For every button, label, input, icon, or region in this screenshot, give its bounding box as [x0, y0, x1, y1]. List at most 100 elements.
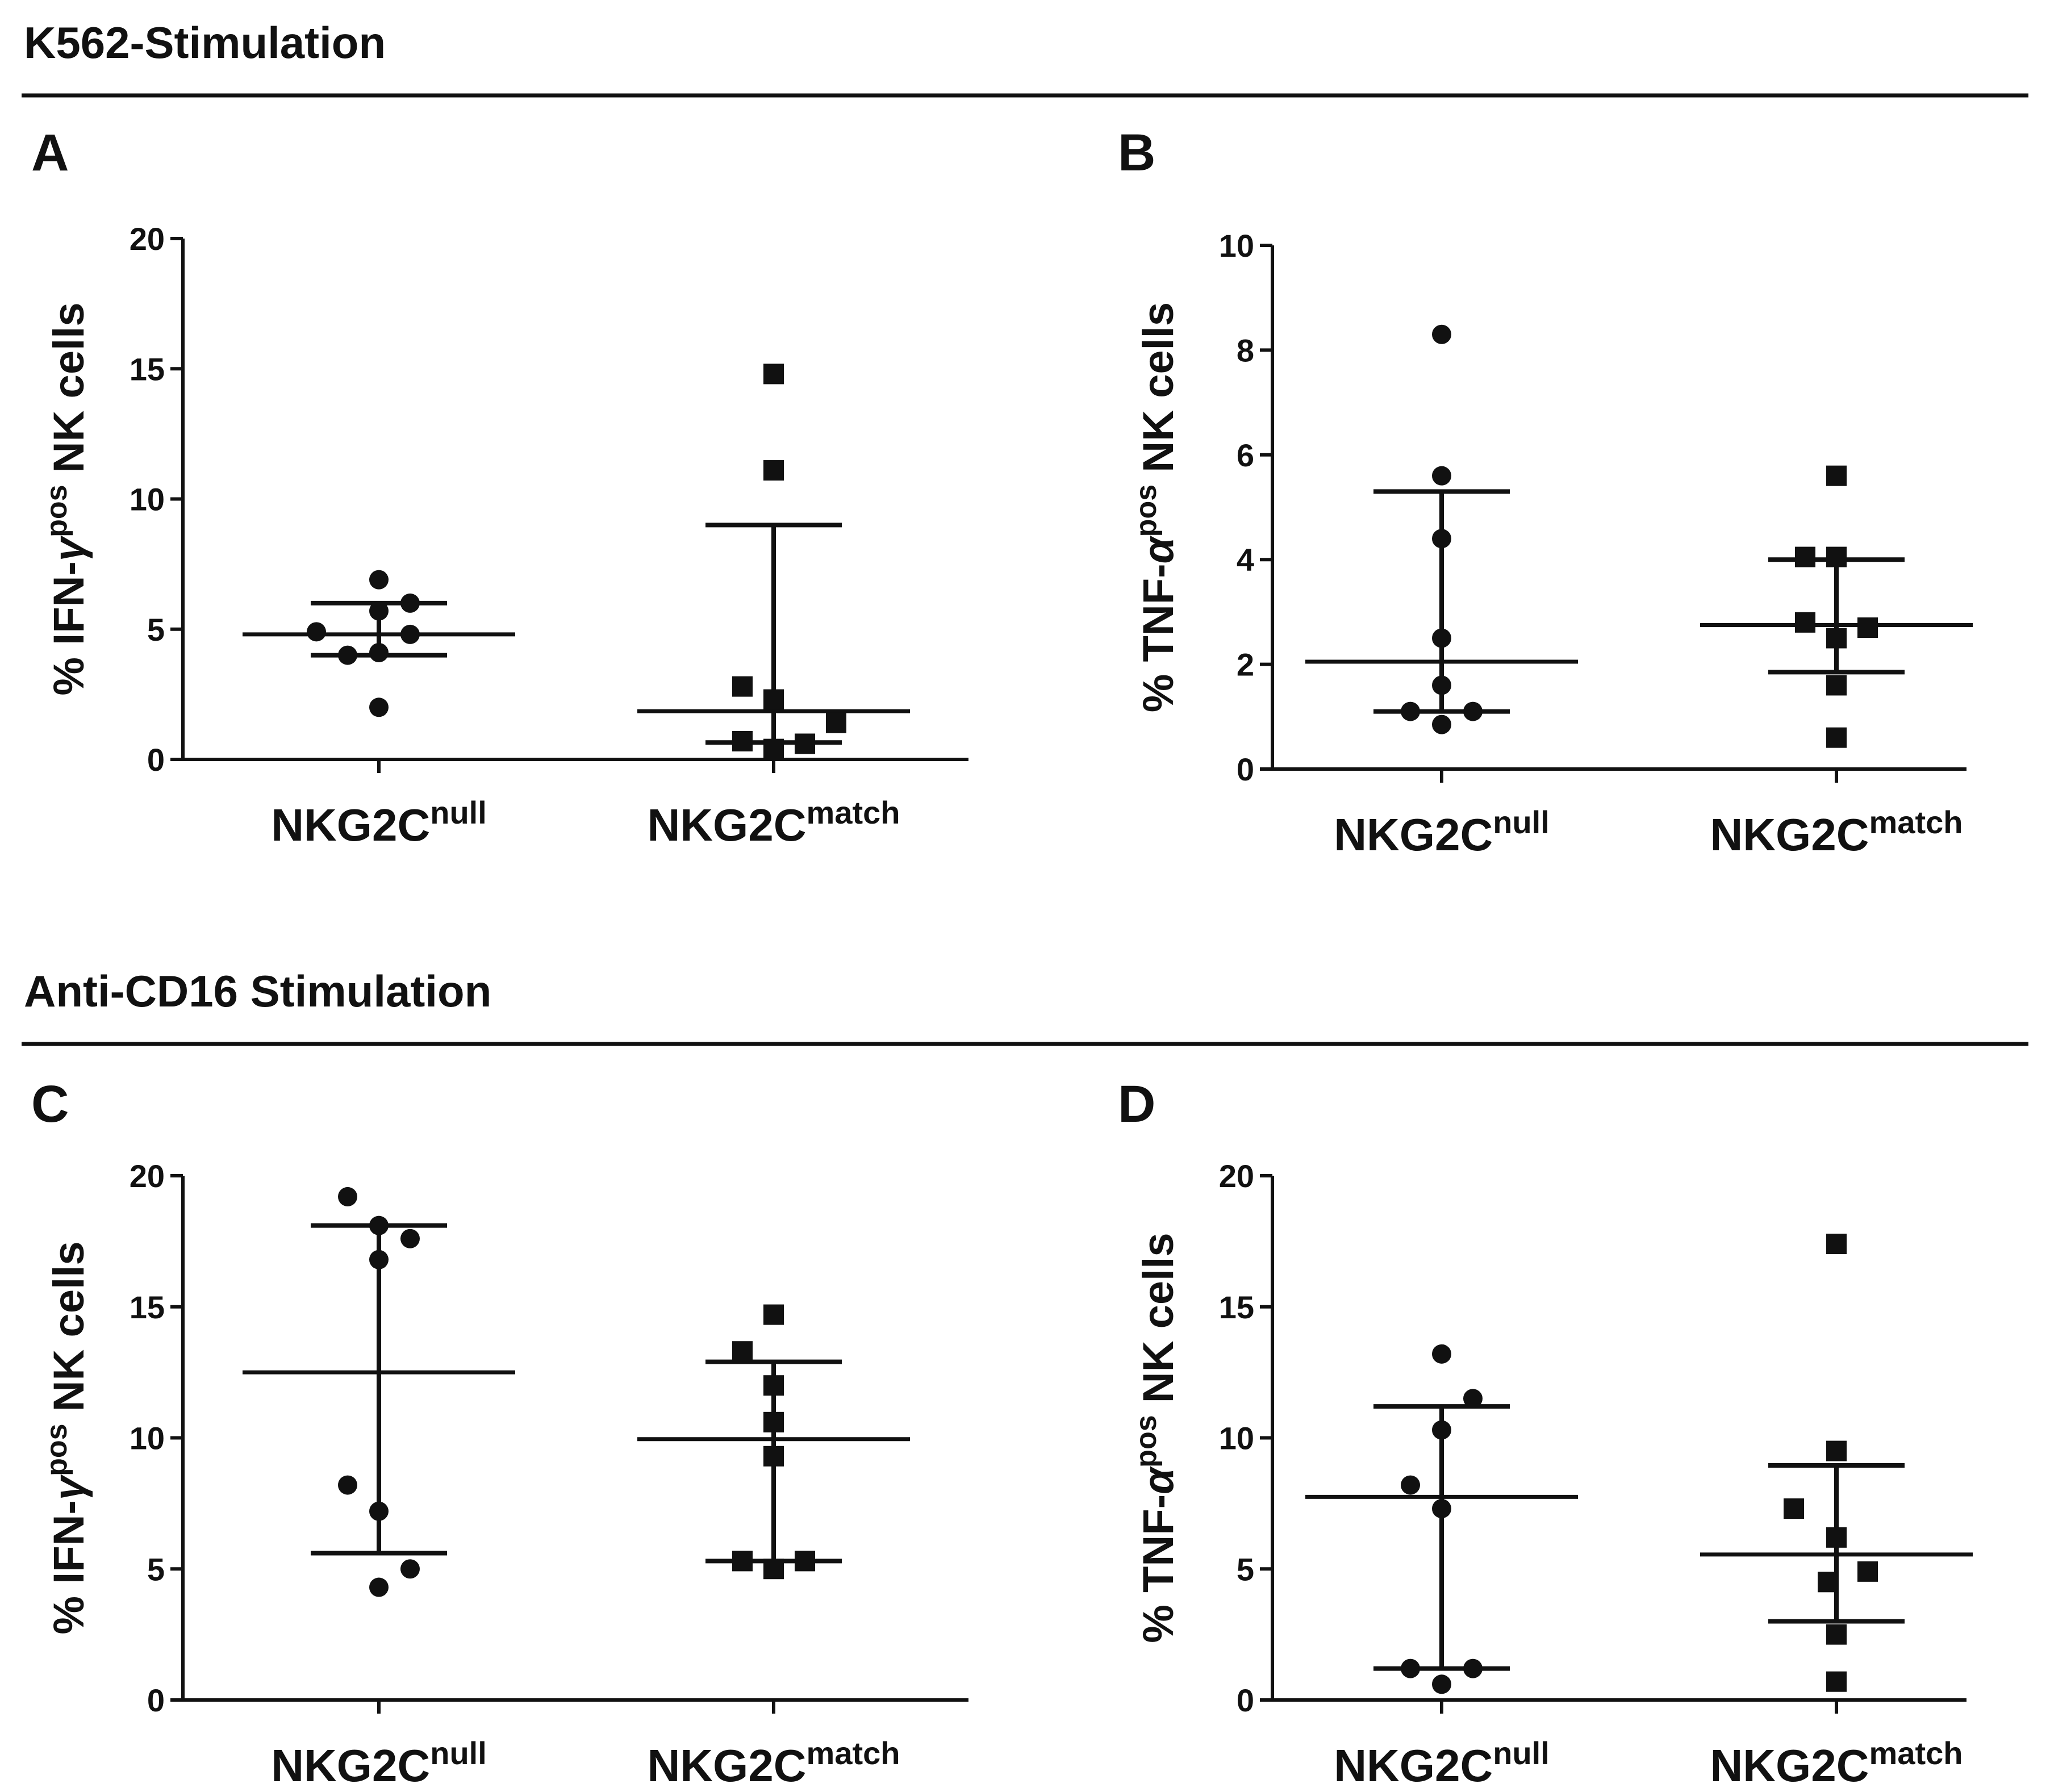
section-title-anti-cd16: Anti-CD16 Stimulation	[24, 966, 491, 1016]
data-point-null	[1432, 466, 1451, 486]
y-tick-label: 2	[1237, 647, 1254, 683]
data-point-null	[1432, 1499, 1451, 1519]
data-point-null	[400, 624, 420, 644]
data-point-match	[1784, 1498, 1804, 1519]
x-tick-label-null: NKG2Cnull	[1334, 1735, 1550, 1791]
data-point-null	[338, 1187, 357, 1206]
panel-c: C 0 5 10 15 20 % IFN-γpos NK cells NKG2Cnull NKG…	[31, 1075, 968, 1791]
data-point-null	[307, 622, 326, 642]
y-axis-label: % IFN-γpos NK cells	[40, 302, 93, 695]
y-tick-label: 0	[147, 742, 165, 778]
x-tick-label-match: NKG2Cmatch	[648, 1735, 900, 1791]
y-axis-label: % IFN-γpos NK cells	[40, 1241, 93, 1634]
y-tick-label: 10	[1219, 1421, 1254, 1456]
data-point-match	[763, 460, 784, 481]
data-point-null	[1401, 1659, 1420, 1678]
panel-d: D 0 5 10 15 20 % TNF-αpos NK cells NKG2Cnull NKG…	[1118, 1075, 1973, 1791]
data-point-match	[732, 730, 753, 751]
data-point-match	[826, 712, 846, 733]
data-point-match	[1857, 1561, 1878, 1582]
y-tick-label: 5	[147, 1551, 165, 1587]
data-point-match	[1795, 612, 1815, 633]
y-tick-label: 6	[1237, 437, 1254, 473]
data-point-match	[1826, 1233, 1847, 1254]
data-point-match	[1818, 1572, 1838, 1593]
y-axis-label: % TNF-αpos NK cells	[1130, 302, 1183, 712]
data-point-match	[763, 1446, 784, 1467]
data-point-null	[338, 645, 357, 665]
panel-letter-a: A	[31, 124, 69, 182]
y-tick-label: 20	[130, 221, 165, 257]
y-tick-label: 5	[147, 612, 165, 648]
data-point-null	[1463, 1659, 1483, 1678]
data-point-null	[369, 1250, 389, 1269]
data-point-match	[732, 676, 753, 697]
data-point-match	[1826, 727, 1847, 748]
data-point-null	[369, 1215, 389, 1235]
data-point-null	[1432, 324, 1451, 344]
data-point-match	[1826, 1527, 1847, 1548]
y-tick-label: 15	[130, 351, 165, 387]
y-axis-label: % TNF-αpos NK cells	[1130, 1233, 1183, 1643]
y-tick-label: 20	[130, 1158, 165, 1194]
y-tick-label: 10	[130, 482, 165, 517]
data-point-null	[400, 593, 420, 613]
data-point-null	[1432, 628, 1451, 648]
data-point-null	[1463, 1389, 1483, 1409]
data-point-match	[732, 1341, 753, 1362]
data-point-match	[1826, 1624, 1847, 1645]
data-point-match	[1826, 628, 1847, 649]
panel-b: B 0 2 4 6 8 10 % TNF-αpos NK cells NKG2Cnull NKG2…	[1118, 124, 1973, 860]
data-point-null	[1463, 701, 1483, 721]
data-point-null	[369, 697, 389, 717]
panel-a: A 0 5 10 15 20 % IFN-γpos NK cells NKG2Cnull NKG…	[31, 124, 968, 850]
data-point-match	[1826, 1440, 1847, 1461]
x-tick-label-null: NKG2Cnull	[271, 1735, 487, 1791]
data-point-null	[369, 1501, 389, 1521]
data-point-match	[1826, 1671, 1847, 1692]
x-tick-label-match: NKG2Cmatch	[1710, 1735, 1963, 1791]
y-tick-label: 0	[1237, 751, 1254, 787]
data-point-null	[369, 601, 389, 621]
data-point-match	[1826, 546, 1847, 567]
data-point-null	[1401, 1475, 1420, 1495]
data-point-match	[1857, 617, 1878, 638]
y-tick-label: 5	[1237, 1551, 1254, 1587]
data-point-null	[369, 570, 389, 590]
data-point-match	[763, 364, 784, 385]
data-point-null	[1432, 1344, 1451, 1364]
data-point-match	[795, 1551, 815, 1572]
y-tick-label: 10	[130, 1421, 165, 1456]
panel-letter-c: C	[31, 1075, 69, 1133]
data-point-null	[1432, 1674, 1451, 1694]
data-point-null	[369, 1577, 389, 1597]
data-point-match	[1795, 546, 1815, 567]
data-point-match	[763, 1375, 784, 1396]
y-tick-label: 15	[1219, 1289, 1254, 1325]
data-point-null	[1432, 675, 1451, 695]
x-tick-label-null: NKG2Cnull	[1334, 804, 1550, 860]
panel-letter-d: D	[1118, 1075, 1155, 1133]
data-point-null	[1401, 701, 1420, 721]
y-tick-label: 8	[1237, 332, 1254, 368]
y-tick-label: 20	[1219, 1158, 1254, 1194]
y-tick-label: 15	[130, 1289, 165, 1325]
data-point-null	[400, 1229, 420, 1248]
y-tick-label: 0	[1237, 1682, 1254, 1718]
x-tick-label-match: NKG2Cmatch	[1710, 804, 1963, 860]
x-tick-label-match: NKG2Cmatch	[648, 795, 900, 850]
data-point-match	[763, 1559, 784, 1580]
data-point-match	[732, 1551, 753, 1572]
data-point-match	[763, 689, 784, 710]
data-point-match	[1826, 465, 1847, 486]
section-title-k562: K562-Stimulation	[24, 18, 386, 68]
data-point-null	[1432, 529, 1451, 549]
y-tick-label: 0	[147, 1682, 165, 1718]
y-tick-label: 10	[1219, 228, 1254, 264]
data-point-match	[763, 1411, 784, 1432]
data-point-match	[795, 733, 815, 754]
data-point-match	[763, 738, 784, 759]
panel-letter-b: B	[1118, 124, 1155, 182]
y-tick-label: 4	[1237, 542, 1254, 578]
